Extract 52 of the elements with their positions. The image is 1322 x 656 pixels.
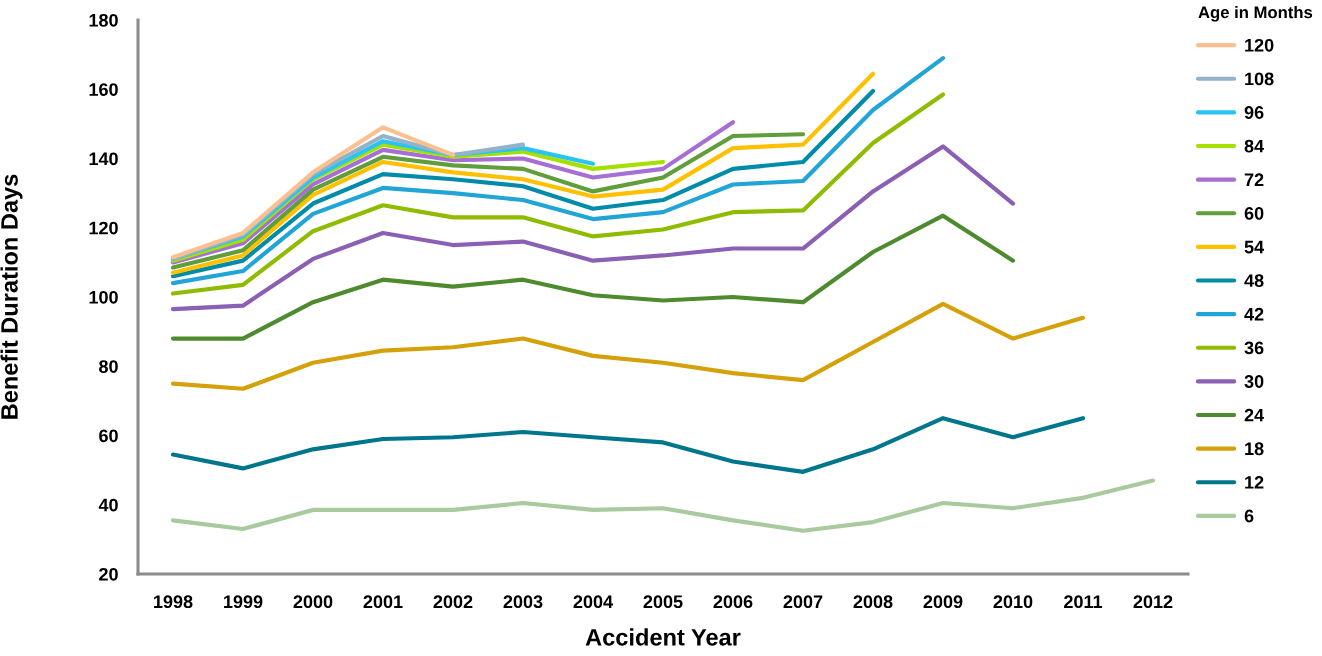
legend-label: 48 [1244, 274, 1264, 288]
line-series [170, 416, 1086, 474]
x-tick-label: 2003 [503, 595, 543, 609]
line-series [170, 301, 1086, 391]
legend-label: 36 [1244, 341, 1264, 355]
legend-label: 54 [1244, 240, 1265, 254]
legend-label: 108 [1245, 72, 1274, 86]
legend-label: 72 [1244, 173, 1264, 186]
line-series [170, 213, 1016, 341]
y-tick-label: 100 [89, 290, 118, 304]
legend-label: 24 [1244, 408, 1265, 422]
x-tick-label: 2010 [993, 595, 1033, 609]
legend-title: Age in Months [1198, 6, 1313, 22]
y-tick-label: 20 [99, 567, 118, 581]
y-tick-label: 40 [98, 498, 118, 512]
line-series [170, 144, 1016, 312]
x-tick-label: 2011 [1064, 595, 1103, 609]
line-series [170, 56, 946, 286]
legend-label: 6 [1244, 509, 1254, 523]
x-tick-label: 2004 [573, 595, 613, 609]
x-tick-label: 2001 [363, 595, 403, 609]
y-tick-label: 60 [99, 429, 118, 443]
legend-label: 120 [1245, 38, 1274, 52]
x-tick-label: 2008 [853, 595, 893, 609]
y-tick-label: 80 [99, 360, 118, 373]
x-tick-label: 2007 [783, 595, 823, 609]
line-series [170, 120, 736, 265]
legend-label: 60 [1244, 206, 1264, 220]
x-tick-label: 2005 [643, 595, 683, 609]
x-tick-label: 1998 [154, 595, 193, 609]
y-axis-title: Benefit Duration Days [0, 174, 23, 419]
line-series [170, 125, 456, 260]
x-tick-label: 1999 [224, 595, 263, 609]
legend-label: 84 [1244, 139, 1265, 153]
x-tick-label: 2012 [1133, 595, 1173, 609]
legend-label: 42 [1244, 307, 1264, 321]
line-series [170, 92, 946, 296]
legend-label: 96 [1244, 106, 1264, 119]
y-tick-label: 160 [89, 83, 118, 96]
x-tick-label: 2000 [293, 595, 333, 609]
legend-label: 30 [1244, 375, 1264, 388]
line-series [170, 132, 806, 270]
x-tick-label: 2009 [923, 595, 963, 609]
legend-label: 18 [1245, 442, 1264, 456]
legend-label: 12 [1245, 475, 1264, 489]
x-tick-label: 2006 [713, 595, 753, 609]
x-tick-label: 2002 [433, 595, 473, 609]
x-axis-title: Accident Year [585, 628, 741, 646]
y-tick-label: 140 [89, 152, 118, 166]
line-series [170, 478, 1156, 533]
y-tick-label: 120 [89, 221, 118, 235]
y-tick-label: 180 [89, 13, 118, 27]
